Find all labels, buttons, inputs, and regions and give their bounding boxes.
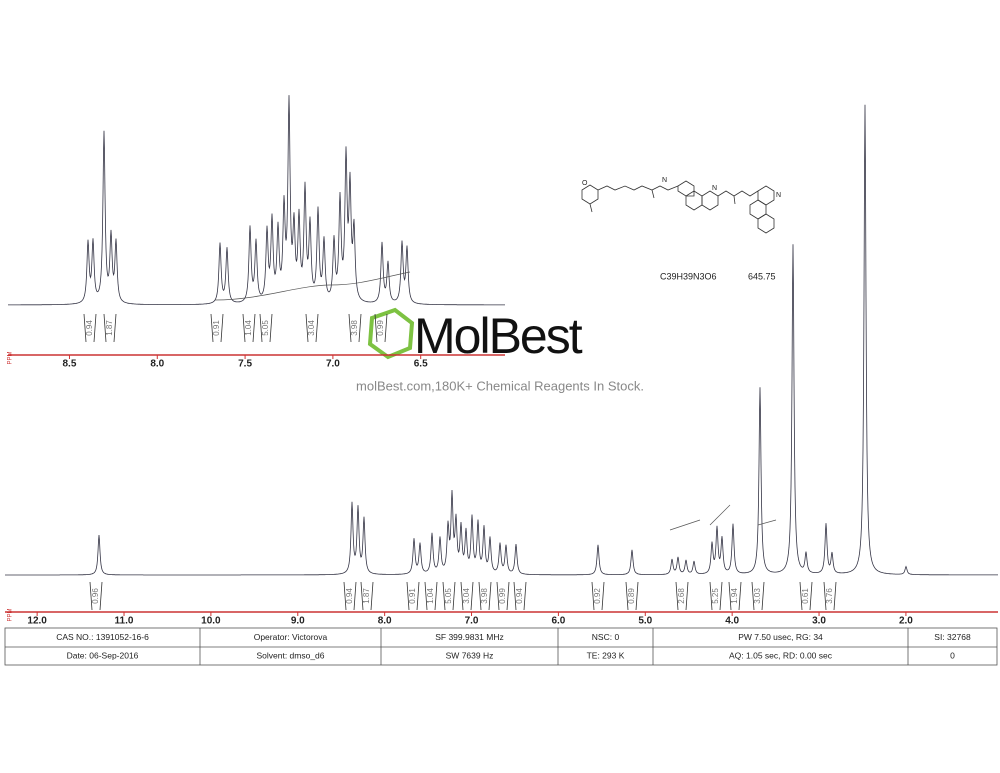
integral-value: 3.03: [753, 588, 762, 604]
tick-label: 10.0: [201, 616, 221, 627]
integral-bracket: [460, 581, 474, 611]
integral-bracket: [496, 581, 510, 611]
tick-label: 8.0: [378, 616, 392, 627]
table-cell: 0: [950, 650, 955, 660]
integral-value: 1.94: [730, 588, 739, 604]
integral-bracket: [259, 313, 273, 343]
formula: C39H39N3O6: [660, 271, 717, 281]
integral-bracket: [348, 313, 362, 343]
table-cell: SF 399.9831 MHz: [435, 632, 504, 642]
integral-bracket: [343, 581, 357, 611]
integral-value: 0.99: [376, 320, 385, 336]
molecular-weight: 645.75: [748, 271, 776, 281]
table-cell: Date: 06-Sep-2016: [67, 650, 139, 660]
integral-value: 1.87: [362, 588, 371, 604]
integral-bracket: [709, 581, 723, 611]
integral-value: 1.87: [105, 320, 114, 336]
table-cell: Solvent: dmso_d6: [256, 650, 324, 660]
integral-bracket: [374, 313, 388, 343]
logo-icon: [367, 307, 415, 360]
structure-drawing: [581, 180, 775, 234]
integral-bracket: [210, 313, 224, 343]
integral-value: 3.76: [825, 588, 834, 604]
table-cell: Operator: Victorova: [254, 632, 328, 642]
tick-label: 8.0: [150, 359, 164, 370]
atom-label: N: [662, 177, 667, 184]
integral-value: 0.89: [627, 588, 636, 604]
integral-bracket: [89, 581, 103, 611]
table-cell: AQ: 1.05 sec, RD: 0.00 sec: [729, 650, 833, 660]
integral-value: 0.92: [593, 588, 602, 604]
integral-bracket: [513, 581, 527, 611]
integral-value: 3.04: [307, 320, 316, 336]
atom-label: N: [712, 185, 717, 192]
integral-value: 0.91: [212, 320, 221, 336]
spectrum-trace: [8, 95, 505, 306]
tick-label: 8.5: [63, 359, 77, 370]
integral-value: 0.94: [515, 588, 524, 604]
integral-value: 0.91: [408, 588, 417, 604]
tick-label: 6.0: [551, 616, 565, 627]
integral-value: 5.25: [711, 588, 720, 604]
integral-value: 5.05: [261, 320, 270, 336]
brand: MolBest: [414, 308, 583, 364]
table-cell: CAS NO.: 1391052-16-6: [56, 632, 149, 642]
axis-label: PPM: [8, 351, 14, 364]
integral-value: 3.98: [350, 320, 359, 336]
integral-bracket: [799, 581, 813, 611]
tick-label: 5.0: [638, 616, 652, 627]
integral-value: 0.94: [345, 588, 354, 604]
integral-bracket: [591, 581, 605, 611]
tick-label: 3.0: [812, 616, 826, 627]
integral-bracket: [83, 313, 97, 343]
integral-value: 0.94: [85, 320, 94, 336]
integral-bracket: [478, 581, 492, 611]
tick-label: 2.0: [899, 616, 913, 627]
integral-bracket: [442, 581, 456, 611]
integral-value: 0.61: [801, 588, 810, 604]
atom-label: N: [776, 192, 781, 199]
table-cell: SI: 32768: [934, 632, 971, 642]
tagline: molBest.com,180K+ Chemical Reagents In S…: [356, 378, 644, 393]
table-cell: TE: 293 K: [587, 650, 625, 660]
integral-value: 1.04: [244, 320, 253, 336]
integral-curve: [669, 504, 777, 531]
tick-label: 6.5: [414, 359, 428, 370]
integral-bracket: [103, 313, 117, 343]
integral-bracket: [305, 313, 319, 343]
integral-value: 3.98: [480, 588, 489, 604]
table-cell: NSC: 0: [592, 632, 620, 642]
integral-bracket: [823, 581, 837, 611]
integral-value: 3.04: [462, 588, 471, 604]
tick-label: 7.0: [465, 616, 479, 627]
integral-bracket: [242, 313, 256, 343]
tick-label: 7.0: [326, 359, 340, 370]
table-cell: PW 7.50 usec, RG: 34: [738, 632, 823, 642]
integral-value: 2.68: [677, 588, 686, 604]
tick-label: 12.0: [27, 616, 47, 627]
spectrum-trace: [5, 104, 998, 576]
integral-bracket: [728, 581, 742, 611]
tick-label: 7.5: [238, 359, 252, 370]
tick-label: 4.0: [725, 616, 739, 627]
tick-label: 11.0: [115, 616, 134, 627]
atom-label: O: [582, 180, 588, 187]
integral-bracket: [751, 581, 765, 611]
table-cell: SW 7639 Hz: [446, 650, 494, 660]
integral-bracket: [625, 581, 639, 611]
integral-value: 1.04: [426, 588, 435, 604]
axis-label: PPM: [8, 608, 14, 621]
integral-value: 0.99: [498, 588, 507, 604]
table-border: [4, 627, 998, 666]
integral-bracket: [675, 581, 689, 611]
integral-bracket: [424, 581, 438, 611]
tick-label: 9.0: [291, 616, 305, 627]
integral-bracket: [360, 581, 374, 611]
integral-value: 0.96: [91, 588, 100, 604]
integral-value: 5.05: [444, 588, 453, 604]
integral-bracket: [406, 581, 420, 611]
integral-curve: [214, 271, 411, 301]
